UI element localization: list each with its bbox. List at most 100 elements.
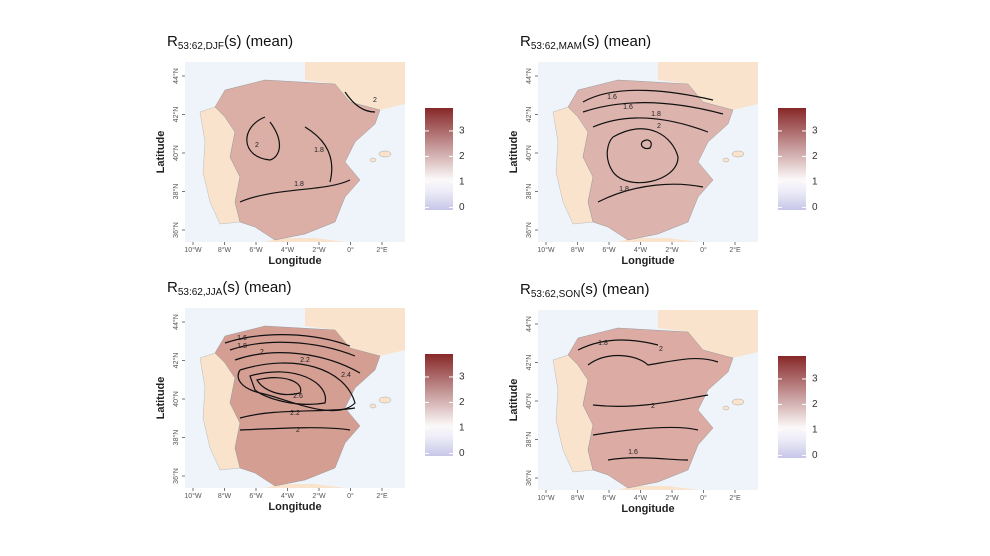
x-tick-label: 0° [700,246,707,254]
y-tick-label: 36°N [172,468,180,484]
y-tick-label: 40°N [172,391,180,407]
colorbar-tick-label: 3 [812,126,818,137]
contour-label: 2.2 [300,357,310,364]
colorbar-tick-label: 0 [812,202,818,213]
y-tick-label: 36°N [172,222,180,238]
y-tick-label: 38°N [172,430,180,446]
contour-line [592,117,709,133]
contour-label: 1.6 [623,104,633,111]
contour-label: 1.8 [619,186,629,193]
contour-line [246,116,280,161]
y-tick-label: 42°N [525,107,533,123]
colorbar [778,356,806,458]
title-suffix: (s) (mean) [582,33,651,50]
map-panel: R53:62,JJA(s) (mean) 1.61.8 2 2.2 2.4 2.6 2.2 2… [155,279,465,513]
panel-title: R53:62,DJF(s) (mean) [167,33,293,52]
y-tick-label: 38°N [525,432,533,448]
colorbar [778,108,806,210]
x-tick-label: 6°W [602,494,616,502]
x-tick-label: 10°W [184,492,202,500]
y-tick-label: 44°N [172,314,180,330]
x-tick-label: 6°W [249,492,263,500]
x-tick-label: 10°W [537,246,555,254]
colorbar [425,354,453,456]
y-tick-label: 42°N [525,355,533,371]
contour-label: 1.8 [294,181,304,188]
balearic-island [731,398,745,406]
contour-line [607,457,689,461]
africa [618,486,698,490]
y-axis-label: Latitude [508,131,520,174]
balearic-island [731,150,745,158]
contour-line [239,427,351,431]
contour-line [239,179,351,203]
title-subscript: 53:62,MAM [531,41,582,52]
colorbar-tick-label: 1 [812,425,818,436]
contour-line [577,339,659,351]
colorbar-tick-label: 2 [459,151,465,162]
y-tick-label: 40°N [172,145,180,161]
map-panel: R53:62,SON(s) (mean) 1.8 2 2 1.6 10°W 8°W 6°W 4°… [508,281,818,515]
contour-line [237,362,356,412]
france [658,310,758,358]
panel-title: R53:62,JJA(s) (mean) [167,279,292,298]
x-tick-label: 2°W [312,246,326,254]
contour-line [256,377,302,396]
x-tick-label: 4°W [281,246,295,254]
balearic-island [369,403,377,409]
colorbar-tick-label: 3 [459,372,465,383]
africa [618,238,698,242]
y-tick-label: 36°N [525,222,533,238]
contour-line [239,407,356,419]
contour-line [582,102,724,115]
colorbar-tick-label: 0 [459,202,465,213]
x-tick-label: 6°W [249,246,263,254]
contour-label: 1.8 [237,343,247,350]
x-tick-label: 10°W [537,494,555,502]
france [305,308,405,356]
y-axis-label: Latitude [155,131,167,174]
contour-label: 2 [260,349,264,356]
contour-line [234,352,361,374]
contour-label: 1.6 [607,94,617,101]
colorbar-tick-label: 0 [459,448,465,459]
x-tick-label: 2°W [665,246,679,254]
x-tick-label: 4°W [281,492,295,500]
y-tick-label: 44°N [525,316,533,332]
contour-label: 1.8 [314,147,324,154]
y-tick-label: 40°N [525,393,533,409]
y-tick-label: 42°N [172,353,180,369]
colorbar-tick-label: 1 [812,177,818,188]
colorbar-tick-label: 2 [812,399,818,410]
contour-label: 1.6 [237,335,247,342]
x-tick-label: 8°W [571,246,585,254]
africa [265,484,345,488]
title-subscript: 53:62,SON [531,289,580,300]
x-tick-label: 0° [347,246,354,254]
y-tick-label: 36°N [525,470,533,486]
x-axis-label: Longitude [621,255,674,267]
contour-line [249,371,326,405]
x-tick-label: 4°W [634,246,648,254]
france [658,62,758,110]
colorbar-tick-label: 0 [812,450,818,461]
contour-line [582,89,714,103]
x-axis-label: Longitude [621,503,674,515]
france [305,62,405,110]
contour-label: 1.6 [628,449,638,456]
contour-line [229,341,356,357]
panel-title: R53:62,MAM(s) (mean) [520,33,651,52]
contour-label: 2.6 [293,393,303,400]
balearic-island [378,396,392,404]
contour-label: 2 [657,123,661,130]
x-tick-label: 0° [347,492,354,500]
contour-label: 2.2 [290,410,300,417]
colorbar-tick-label: 3 [812,374,818,385]
y-tick-label: 38°N [172,184,180,200]
contour-label: 2 [651,403,655,410]
x-tick-label: 0° [700,494,707,502]
contour-label: 2 [255,142,259,149]
africa [265,238,345,242]
x-tick-label: 2°E [729,494,741,502]
